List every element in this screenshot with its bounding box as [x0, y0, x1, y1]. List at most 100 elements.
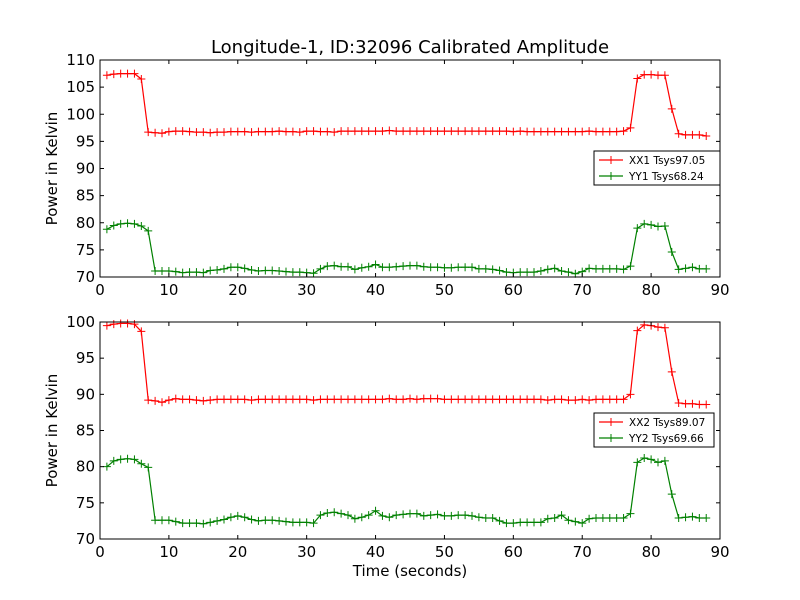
data-point	[226, 263, 235, 272]
series-1	[102, 69, 711, 140]
data-point	[543, 514, 552, 523]
data-point	[116, 219, 125, 228]
y-tick-label: 90	[76, 385, 95, 403]
data-point	[605, 395, 614, 404]
data-point	[309, 396, 318, 405]
data-point	[109, 456, 118, 465]
data-point	[192, 396, 201, 405]
data-point	[309, 127, 318, 136]
data-point	[282, 267, 290, 276]
data-point	[385, 513, 394, 522]
data-point	[337, 262, 346, 271]
data-point	[206, 396, 215, 405]
y-tick-label: 75	[76, 494, 95, 512]
data-point	[233, 511, 242, 520]
data-point	[412, 261, 421, 270]
data-point	[564, 268, 573, 277]
data-point	[213, 516, 222, 525]
top-panel: 0 10 20 30 40 50 60 70 80 90 70 75 80 85 90 95 100 105 110…	[43, 51, 730, 299]
data-point	[213, 395, 222, 404]
data-point	[261, 395, 270, 404]
data-point	[102, 462, 111, 471]
y-tick-label: 80	[76, 214, 95, 232]
data-point	[144, 128, 153, 137]
data-point	[275, 127, 284, 136]
data-point	[302, 395, 311, 404]
data-point	[344, 395, 352, 404]
data-point	[137, 74, 146, 83]
data-point	[488, 514, 497, 523]
data-point	[254, 267, 263, 276]
data-point	[633, 458, 642, 467]
y-tick-label: 100	[66, 313, 95, 331]
data-point	[344, 262, 352, 271]
data-point	[502, 395, 511, 404]
data-point	[399, 510, 408, 519]
data-point	[213, 265, 222, 274]
data-point	[536, 267, 545, 276]
data-point	[502, 268, 511, 277]
data-point	[295, 518, 304, 527]
data-point	[151, 267, 160, 276]
bottom-panel: 0 10 20 30 40 50 60 70 80 90 70 75 80 85 90 95 100 Power …	[43, 313, 730, 580]
data-point	[199, 268, 208, 277]
data-point	[130, 455, 139, 464]
data-point	[619, 514, 628, 523]
data-point	[282, 395, 290, 404]
data-point	[392, 127, 401, 136]
data-point	[357, 513, 366, 522]
data-point	[681, 513, 690, 522]
data-point	[688, 512, 697, 521]
data-point	[612, 127, 621, 136]
data-point	[357, 395, 366, 404]
x-tick-label: 30	[297, 543, 316, 561]
data-point	[440, 127, 449, 136]
x-tick-label: 60	[504, 543, 523, 561]
data-point	[633, 326, 642, 335]
y-axis-label: Power in Kelvin	[43, 374, 61, 488]
data-point	[247, 128, 256, 137]
data-point	[240, 127, 249, 136]
data-point	[688, 130, 697, 139]
data-point	[426, 511, 435, 520]
data-point	[530, 395, 538, 404]
y-tick-label: 90	[76, 160, 95, 178]
data-point	[254, 127, 263, 136]
data-point	[364, 395, 373, 404]
data-point	[254, 395, 263, 404]
data-point	[206, 128, 215, 137]
legend-swatch-marker	[607, 156, 615, 164]
data-point	[151, 516, 160, 525]
data-point	[350, 265, 359, 274]
data-point	[109, 320, 118, 329]
data-point	[213, 128, 222, 137]
data-point	[433, 510, 442, 519]
data-point	[550, 395, 559, 404]
data-point	[695, 514, 704, 523]
data-point	[619, 127, 628, 136]
data-point	[674, 129, 683, 138]
x-tick-label: 10	[159, 543, 178, 561]
data-point	[102, 71, 111, 80]
data-point	[640, 453, 649, 462]
data-point	[254, 516, 263, 525]
data-point	[247, 396, 256, 405]
data-point	[495, 516, 504, 525]
data-point	[171, 517, 180, 526]
data-point	[330, 128, 339, 137]
data-point	[481, 264, 490, 273]
x-tick-label: 90	[710, 281, 729, 299]
data-point	[619, 265, 628, 274]
data-point	[144, 463, 153, 472]
data-point	[364, 262, 373, 271]
data-point	[564, 127, 573, 136]
data-point	[240, 264, 249, 273]
data-point	[598, 264, 607, 273]
data-point	[295, 268, 304, 277]
x-tick-label: 10	[159, 281, 178, 299]
data-point	[481, 395, 490, 404]
data-point	[261, 266, 270, 275]
data-point	[364, 511, 373, 520]
x-tick-label: 20	[228, 281, 247, 299]
